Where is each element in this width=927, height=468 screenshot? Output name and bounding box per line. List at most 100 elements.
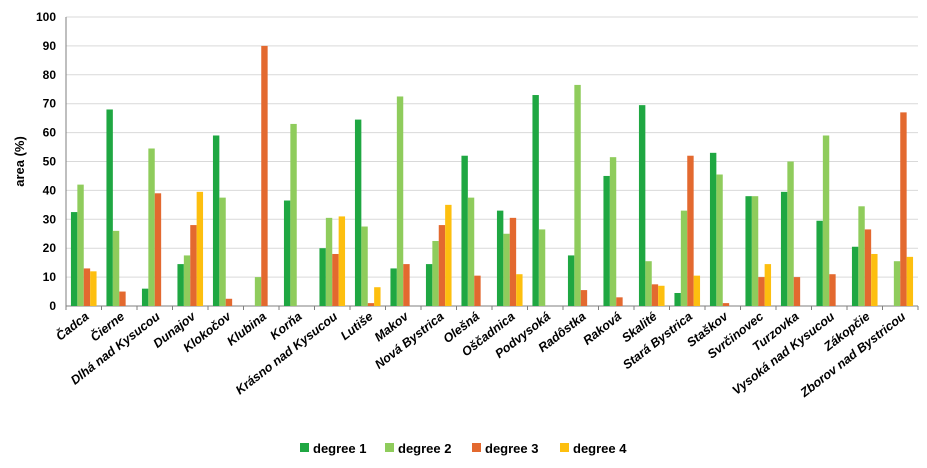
bar-degree-3-15 [616,297,623,306]
bar-degree-3-7 [332,253,339,306]
bar-degree-1-0 [70,212,78,306]
bar-degree-3-10 [438,225,446,306]
bar-degree-1-12 [496,210,504,306]
legend-item: degree 1 [300,441,366,456]
bar-degree-2-13 [538,229,546,306]
bar-degree-1-8 [354,119,362,306]
x-tick-label: Čadca [53,309,92,344]
bar-degree-3-22 [864,229,872,306]
bar-degree-3-9 [403,264,410,306]
x-tick-label: Klubina [224,309,269,348]
bar-degree-2-10 [432,240,439,306]
bar-degree-1-9 [390,268,397,306]
y-tick-label: 30 [43,212,57,226]
y-tick-label: 50 [43,155,57,169]
bar-degree-1-3 [177,264,184,306]
bar-degree-3-8 [367,303,375,306]
bar-degree-4-16 [658,285,665,306]
bar-degree-3-12 [509,217,517,306]
bar-degree-1-6 [283,200,291,306]
legend-label: degree 4 [573,441,627,456]
bar-degree-4-3 [196,191,204,306]
y-axis-label: area (%) [12,136,27,187]
bar-degree-3-23 [900,112,907,307]
bar-degree-3-5 [261,45,268,307]
legend-swatch [385,443,394,452]
legend-item: degree 2 [385,441,451,456]
bar-degree-1-1 [106,109,113,306]
legend-label: degree 3 [485,441,538,456]
x-tick-label: Lutiše [338,309,376,343]
legend-item: degree 3 [472,441,538,456]
bar-degree-4-7 [338,216,346,306]
legend-swatch [560,443,569,452]
legend-label: degree 1 [313,441,366,456]
bar-degree-2-19 [751,196,759,306]
bar-degree-3-14 [580,290,588,306]
y-tick-label: 70 [43,97,57,111]
bar-degree-2-8 [361,226,368,306]
bar-degree-4-23 [906,256,914,306]
y-tick-label: 60 [43,126,57,140]
bar-degree-1-16 [638,105,646,307]
bar-degree-1-18 [709,152,717,306]
bar-degree-2-4 [219,197,226,306]
bar-degree-2-6 [290,123,297,307]
bar-degree-3-2 [154,193,162,306]
y-tick-label: 20 [43,241,57,255]
bar-degree-2-2 [148,148,155,306]
y-tick-label: 0 [49,299,56,313]
bar-degree-3-16 [651,284,659,306]
bar-degree-4-22 [871,253,878,306]
legend-swatch [300,443,309,452]
bar-degree-1-15 [603,175,610,306]
bar-degree-1-10 [425,264,433,306]
bar-degree-2-5 [254,277,262,306]
legend-label: degree 2 [398,441,451,456]
y-tick-label: 100 [36,10,56,24]
y-tick-labels: 0 10 20 30 40 50 60 70 80 90 100 [36,10,56,313]
bars [70,45,914,307]
bar-degree-2-17 [680,210,688,306]
bar-degree-2-7 [325,217,333,306]
bar-degree-1-20 [780,191,788,306]
bar-degree-1-13 [532,95,539,306]
bar-degree-3-1 [119,291,126,306]
x-tick-label: Raková [580,309,624,347]
legend-swatch [472,443,481,452]
bar-degree-1-11 [461,155,468,306]
bar-degree-3-0 [83,268,91,306]
bar-degree-1-17 [674,292,681,306]
bar-degree-2-11 [467,197,475,306]
bar-degree-2-18 [716,174,723,306]
bar-degree-4-0 [90,271,97,306]
bar-degree-1-21 [816,220,823,306]
bar-degree-3-20 [793,277,801,306]
bar-degree-2-0 [77,184,84,306]
bar-degree-1-19 [745,196,752,306]
bar-degree-2-1 [112,230,120,306]
bar-degree-2-9 [396,96,404,306]
y-tick-label: 40 [43,183,57,197]
y-tick-label: 80 [43,68,57,82]
bar-degree-3-4 [225,298,233,306]
bar-degree-2-16 [645,261,652,306]
y-tick-label: 10 [43,270,57,284]
legend-item: degree 4 [560,441,627,456]
bar-degree-3-18 [722,303,730,306]
bar-degree-1-2 [141,288,149,306]
bar-degree-2-22 [858,206,865,306]
bar-degree-3-17 [687,155,694,306]
bar-degree-3-3 [190,225,197,306]
bar-degree-1-22 [851,246,859,306]
bar-degree-2-12 [503,233,510,306]
bar-degree-1-7 [319,248,326,306]
bar-degree-2-15 [609,157,617,306]
bar-degree-2-20 [787,161,794,306]
bar-degree-1-4 [212,135,220,306]
bar-degree-3-11 [474,275,481,306]
bar-degree-4-12 [516,274,523,306]
bar-degree-4-17 [693,275,701,306]
